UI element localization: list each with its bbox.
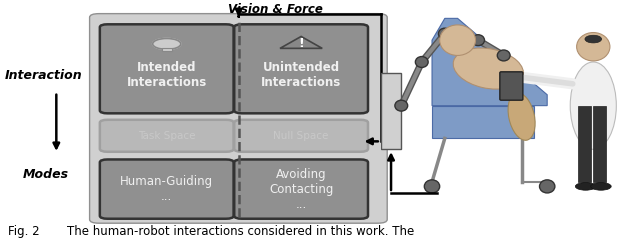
Bar [593,106,606,182]
Ellipse shape [591,183,611,190]
Circle shape [472,35,484,46]
FancyBboxPatch shape [100,159,234,219]
FancyBboxPatch shape [234,24,368,113]
Ellipse shape [508,93,535,140]
Circle shape [152,38,181,49]
FancyBboxPatch shape [500,72,523,100]
FancyBboxPatch shape [100,120,234,152]
Circle shape [440,25,476,56]
Text: Modes: Modes [23,168,69,181]
FancyBboxPatch shape [234,120,368,152]
Ellipse shape [570,62,616,149]
Ellipse shape [575,183,596,190]
FancyBboxPatch shape [234,159,368,219]
Ellipse shape [453,48,524,89]
Circle shape [424,180,440,193]
Circle shape [540,180,555,193]
Text: Human-Guiding
...: Human-Guiding ... [120,175,213,203]
Text: Vision & Force: Vision & Force [228,3,323,16]
Text: Unintended
Interactions: Unintended Interactions [261,62,341,90]
Text: Task Space: Task Space [138,131,195,141]
Text: Intended
Interactions: Intended Interactions [127,62,207,90]
Circle shape [395,100,408,111]
FancyBboxPatch shape [90,14,387,223]
Circle shape [415,57,428,67]
Text: The human-robot interactions considered in this work. The: The human-robot interactions considered … [67,225,415,238]
Circle shape [438,28,451,39]
Polygon shape [280,36,323,48]
Bar [578,106,591,182]
Text: !: ! [298,37,304,50]
Polygon shape [432,106,534,138]
Circle shape [577,32,610,61]
Ellipse shape [585,35,602,43]
FancyBboxPatch shape [161,48,172,51]
Circle shape [497,50,510,61]
Text: Fig. 2: Fig. 2 [8,225,39,238]
Text: Interaction: Interaction [4,69,83,82]
Text: Null Space: Null Space [273,131,329,141]
Polygon shape [432,18,547,106]
FancyBboxPatch shape [100,24,234,113]
Text: Avoiding
Contacting
...: Avoiding Contacting ... [269,168,333,211]
Bar [381,73,401,149]
